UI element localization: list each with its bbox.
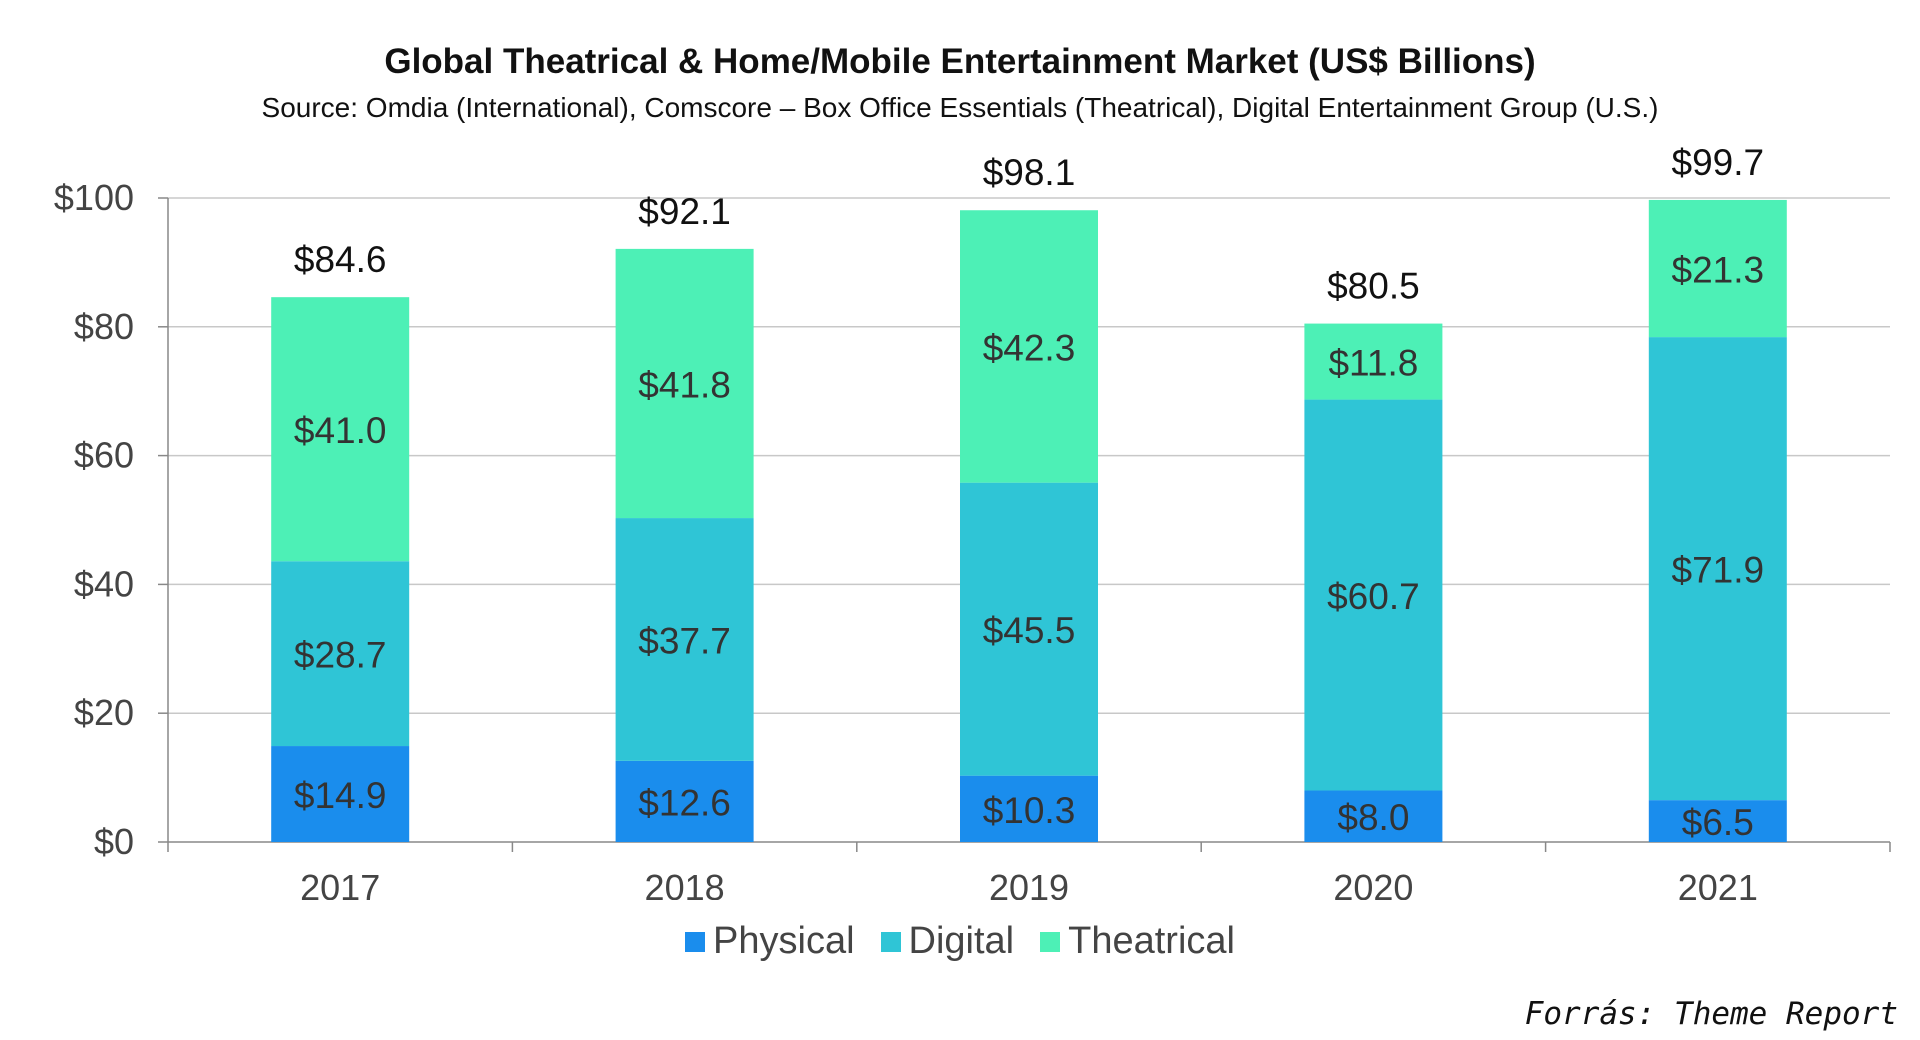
bar-digital-2021 (1648, 337, 1787, 801)
total-label: $99.7 (1672, 142, 1765, 183)
data-label-physical: $6.5 (1682, 802, 1754, 843)
legend-label: Theatrical (1068, 920, 1235, 962)
total-label: $84.6 (294, 239, 387, 280)
total-label: $98.1 (983, 152, 1076, 193)
y-tick-label: $0 (94, 821, 134, 862)
data-label-digital: $71.9 (1672, 550, 1765, 591)
bar-digital-2018 (615, 518, 754, 761)
data-label-theatrical: $41.8 (638, 364, 731, 405)
data-label-physical: $8.0 (1337, 797, 1409, 838)
bar-theatrical-2021 (1648, 199, 1787, 338)
data-label-theatrical: $11.8 (1328, 343, 1418, 384)
legend-swatch (685, 931, 706, 952)
legend-swatch (1040, 931, 1061, 952)
bar-physical-2019 (960, 775, 1098, 842)
legend-item-theatrical: Theatrical (1040, 920, 1235, 963)
x-tick-label: 2021 (1678, 867, 1758, 900)
y-tick-label: $40 (74, 563, 134, 604)
y-tick-label: $20 (74, 692, 134, 733)
y-tick-label: $80 (74, 306, 134, 347)
data-label-digital: $45.5 (983, 610, 1076, 651)
y-tick-label: $100 (54, 177, 134, 218)
stacked-bar-chart: $0 $20 $40 $60 $80 $100 $14.9 $28.7 $41.0 $84.6 20… (54, 142, 1891, 900)
data-label-theatrical: $41.0 (294, 410, 387, 451)
bar-theatrical-2019 (960, 210, 1098, 483)
data-label-theatrical: $21.3 (1672, 250, 1765, 291)
chart-legend: Physical Digital Theatrical (0, 920, 1920, 963)
data-label-theatrical: $42.3 (983, 327, 1076, 368)
data-label-digital: $37.7 (638, 620, 731, 661)
x-tick-label: 2017 (300, 867, 380, 900)
bar-digital-2019 (960, 482, 1098, 776)
bar-theatrical-2020 (1304, 323, 1443, 400)
bar-theatrical-2017 (271, 297, 410, 562)
x-tick-label: 2019 (989, 867, 1069, 900)
y-tick-label: $60 (74, 435, 134, 476)
data-label-digital: $28.7 (294, 635, 387, 676)
bar-digital-2017 (271, 561, 410, 747)
bar-physical-2021 (1648, 800, 1787, 842)
legend-item-digital: Digital (880, 920, 1015, 963)
bar-digital-2020 (1304, 399, 1443, 791)
legend-swatch (880, 931, 901, 952)
bar-theatrical-2018 (615, 248, 754, 519)
chart-title: Global Theatrical & Home/Mobile Entertai… (384, 42, 1536, 81)
total-label: $92.1 (638, 191, 731, 232)
data-label-digital: $60.7 (1327, 576, 1420, 617)
data-label-physical: $12.6 (638, 782, 731, 823)
bar-physical-2020 (1304, 790, 1443, 842)
x-tick-label: 2018 (645, 867, 725, 900)
data-label-physical: $10.3 (983, 790, 1076, 831)
legend-item-physical: Physical (685, 920, 855, 963)
source-credit: Forrás: Theme Report (1524, 996, 1898, 1032)
x-tick-label: 2020 (1333, 867, 1413, 900)
legend-label: Digital (908, 920, 1015, 962)
data-label-physical: $14.9 (294, 775, 387, 816)
bar-physical-2018 (615, 760, 754, 842)
chart-subtitle: Source: Omdia (International), Comscore … (261, 92, 1659, 123)
total-label: $80.5 (1327, 266, 1420, 307)
bar-physical-2017 (271, 746, 410, 842)
legend-label: Physical (713, 920, 855, 962)
